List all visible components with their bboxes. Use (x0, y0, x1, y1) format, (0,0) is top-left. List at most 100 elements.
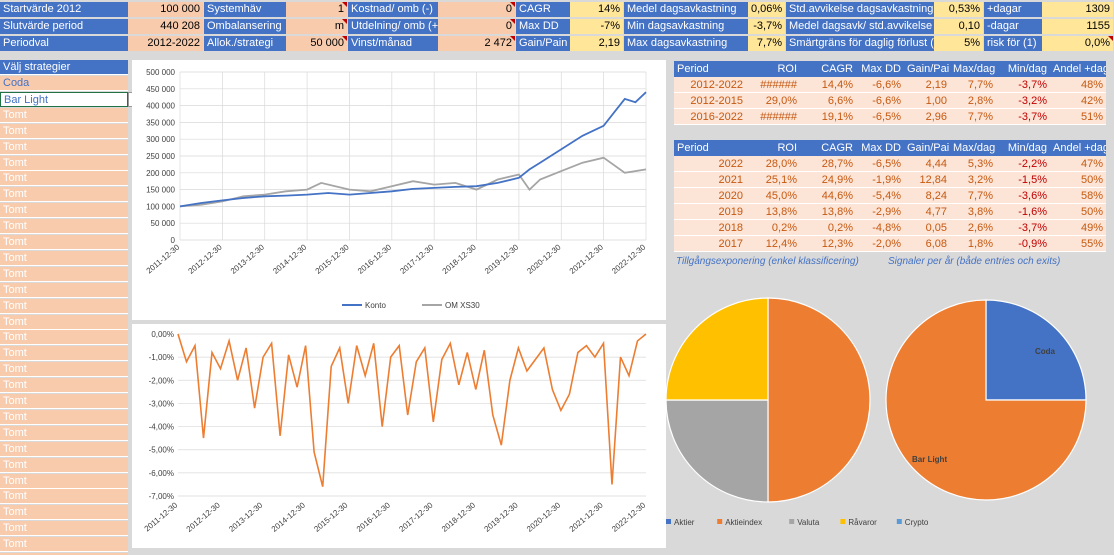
table-cell[interactable]: -0,9% (996, 236, 1050, 252)
table-cell[interactable]: 42% (1050, 93, 1106, 109)
table-cell[interactable]: 44,6% (800, 188, 856, 204)
strategy-item[interactable]: Tomt (0, 394, 128, 409)
table-cell[interactable]: 55% (1050, 236, 1106, 252)
table-cell[interactable]: 2012-2015 (674, 93, 746, 109)
table-cell[interactable]: 2021 (674, 172, 746, 188)
strategy-item[interactable]: Tomt (0, 473, 128, 489)
table-cell[interactable]: 2016-2022 (674, 109, 746, 125)
table-cell[interactable]: 0,2% (800, 220, 856, 236)
strategy-item[interactable]: Tomt (0, 537, 128, 553)
table-cell[interactable]: 7,7% (950, 188, 996, 204)
stat-value[interactable]: 2 472 (438, 36, 515, 51)
strategy-item[interactable]: Tomt (0, 187, 128, 203)
strategy-item[interactable]: Tomt (0, 298, 128, 314)
strategy-item[interactable]: Tomt (0, 107, 128, 123)
table-cell[interactable]: 2,6% (950, 220, 996, 236)
stat-value[interactable]: 100 000 (128, 2, 203, 17)
table-cell[interactable]: 49% (1050, 220, 1106, 236)
stat-value[interactable]: 1309 (1042, 2, 1113, 17)
table-cell[interactable]: -3,7% (996, 77, 1050, 93)
table-cell[interactable]: -1,6% (996, 204, 1050, 220)
table-cell[interactable]: -2,9% (856, 204, 904, 220)
table-cell[interactable]: 47% (1050, 156, 1106, 172)
stat-value[interactable]: m (286, 19, 347, 34)
table-cell[interactable]: 25,1% (746, 172, 800, 188)
strategy-item[interactable]: Tomt (0, 409, 128, 425)
stat-value[interactable]: 0,10 (934, 19, 983, 34)
table-cell[interactable]: 2012-2022 (674, 77, 746, 93)
table-cell[interactable]: 2,19 (904, 77, 950, 93)
table-cell[interactable]: -1,5% (996, 172, 1050, 188)
stat-value[interactable]: 2,19 (570, 36, 623, 51)
table-cell[interactable]: -6,6% (856, 77, 904, 93)
table-cell[interactable]: 50% (1050, 204, 1106, 220)
strategy-item[interactable]: Tomt (0, 171, 128, 187)
table-cell[interactable]: 0,05 (904, 220, 950, 236)
stat-value[interactable]: -7% (570, 19, 623, 34)
table-cell[interactable]: 2,96 (904, 109, 950, 125)
stat-value[interactable]: 50 000 (286, 36, 347, 51)
strategy-item[interactable]: Tomt (0, 139, 128, 155)
strategy-item[interactable]: Tomt (0, 457, 128, 473)
table-cell[interactable]: 13,8% (746, 204, 800, 220)
table-cell[interactable]: 19,1% (800, 109, 856, 125)
stat-value[interactable]: 1 (286, 2, 347, 17)
strategy-item[interactable]: Tomt (0, 123, 128, 139)
table-cell[interactable]: -6,6% (856, 93, 904, 109)
table-cell[interactable]: -3,7% (996, 220, 1050, 236)
table-cell[interactable]: -4,8% (856, 220, 904, 236)
strategy-item[interactable]: Tomt (0, 155, 128, 171)
table-cell[interactable]: -2,0% (856, 236, 904, 252)
table-cell[interactable]: ###### (746, 109, 800, 125)
table-cell[interactable]: 7,7% (950, 77, 996, 93)
table-cell[interactable]: 50% (1050, 172, 1106, 188)
table-cell[interactable]: 45,0% (746, 188, 800, 204)
strategy-item[interactable]: Tomt (0, 235, 128, 250)
table-cell[interactable]: 51% (1050, 109, 1106, 125)
table-cell[interactable]: 5,3% (950, 156, 996, 172)
table-cell[interactable]: 6,6% (800, 93, 856, 109)
table-cell[interactable]: 2019 (674, 204, 746, 220)
stat-value[interactable]: 440 208 (128, 19, 203, 34)
table-cell[interactable]: 58% (1050, 188, 1106, 204)
stat-value[interactable]: 0,53% (934, 2, 983, 17)
table-cell[interactable]: 2020 (674, 188, 746, 204)
strategy-item[interactable]: Tomt (0, 505, 128, 521)
table-cell[interactable]: -2,2% (996, 156, 1050, 172)
table-cell[interactable]: 14,4% (800, 77, 856, 93)
table-cell[interactable]: 24,9% (800, 172, 856, 188)
strategy-item[interactable]: Tomt (0, 346, 128, 362)
stat-value[interactable]: 1155 (1042, 19, 1113, 34)
strategy-item[interactable]: Tomt (0, 425, 128, 441)
stat-value[interactable]: -3,7% (748, 19, 785, 34)
table-cell[interactable]: 29,0% (746, 93, 800, 109)
stat-value[interactable]: 0,06% (748, 2, 785, 17)
table-cell[interactable]: 28,7% (800, 156, 856, 172)
table-cell[interactable]: 2022 (674, 156, 746, 172)
table-cell[interactable]: 4,77 (904, 204, 950, 220)
table-cell[interactable]: 3,2% (950, 172, 996, 188)
table-cell[interactable]: 28,0% (746, 156, 800, 172)
stat-value[interactable]: 2012-2022 (128, 36, 203, 51)
strategy-item[interactable]: Tomt (0, 203, 128, 219)
strategy-item[interactable]: Tomt (0, 250, 128, 266)
stat-value[interactable]: 0,0% (1042, 36, 1113, 51)
table-cell[interactable]: 12,3% (800, 236, 856, 252)
table-cell[interactable]: 1,8% (950, 236, 996, 252)
table-cell[interactable]: -3,2% (996, 93, 1050, 109)
table-cell[interactable]: 4,44 (904, 156, 950, 172)
stat-value[interactable]: 14% (570, 2, 623, 17)
strategy-item[interactable]: Tomt (0, 362, 128, 378)
strategy-item[interactable]: Tomt (0, 441, 128, 457)
table-cell[interactable]: ###### (746, 77, 800, 93)
stat-value[interactable]: 0 (438, 19, 515, 34)
table-cell[interactable]: -3,6% (996, 188, 1050, 204)
strategy-item[interactable]: Tomt (0, 521, 128, 537)
table-cell[interactable]: 13,8% (800, 204, 856, 220)
strategy-item[interactable]: Tomt (0, 378, 128, 394)
table-cell[interactable]: 12,84 (904, 172, 950, 188)
strategy-item[interactable]: Tomt (0, 282, 128, 298)
table-cell[interactable]: 48% (1050, 77, 1106, 93)
strategy-item[interactable]: Tomt (0, 266, 128, 282)
table-cell[interactable]: -5,4% (856, 188, 904, 204)
